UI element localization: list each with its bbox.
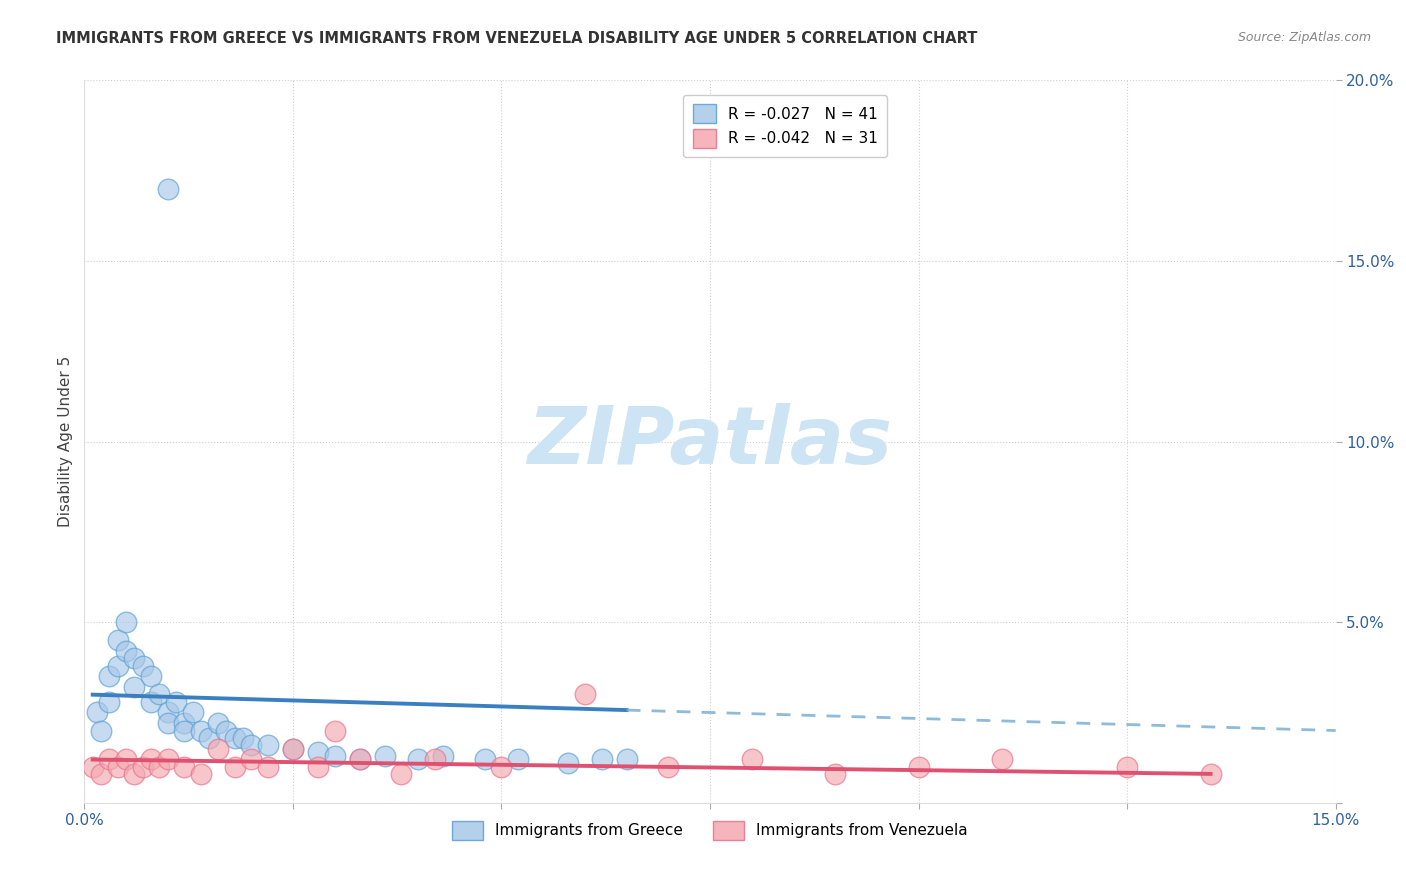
Point bbox=[323, 748, 346, 763]
Point bbox=[257, 738, 280, 752]
Point bbox=[224, 760, 246, 774]
Point bbox=[139, 752, 162, 766]
Point bbox=[432, 748, 454, 763]
Point bbox=[115, 615, 138, 630]
Point bbox=[281, 741, 304, 756]
Point bbox=[224, 731, 246, 745]
Legend: Immigrants from Greece, Immigrants from Venezuela: Immigrants from Greece, Immigrants from … bbox=[446, 815, 974, 846]
Point bbox=[190, 767, 212, 781]
Point bbox=[107, 760, 129, 774]
Point bbox=[491, 760, 513, 774]
Point bbox=[107, 658, 129, 673]
Point bbox=[574, 687, 596, 701]
Point bbox=[374, 748, 396, 763]
Y-axis label: Disability Age Under 5: Disability Age Under 5 bbox=[58, 356, 73, 527]
Point bbox=[232, 731, 254, 745]
Point bbox=[148, 687, 170, 701]
Point bbox=[115, 644, 138, 658]
Point bbox=[86, 706, 108, 720]
Point bbox=[124, 680, 146, 694]
Point bbox=[508, 752, 530, 766]
Point bbox=[281, 741, 304, 756]
Point bbox=[124, 767, 146, 781]
Point bbox=[1116, 760, 1139, 774]
Point bbox=[107, 633, 129, 648]
Point bbox=[389, 767, 412, 781]
Point bbox=[307, 745, 329, 759]
Point bbox=[824, 767, 846, 781]
Point bbox=[173, 723, 195, 738]
Point bbox=[240, 752, 263, 766]
Point bbox=[173, 716, 195, 731]
Point bbox=[349, 752, 371, 766]
Point bbox=[1199, 767, 1222, 781]
Point bbox=[307, 760, 329, 774]
Point bbox=[98, 695, 121, 709]
Point bbox=[139, 695, 162, 709]
Point bbox=[173, 760, 195, 774]
Point bbox=[240, 738, 263, 752]
Point bbox=[139, 669, 162, 683]
Point bbox=[156, 182, 179, 196]
Point bbox=[90, 723, 112, 738]
Point bbox=[181, 706, 204, 720]
Point bbox=[156, 706, 179, 720]
Point bbox=[991, 752, 1014, 766]
Point bbox=[156, 716, 179, 731]
Point bbox=[156, 752, 179, 766]
Point bbox=[132, 658, 155, 673]
Point bbox=[82, 760, 104, 774]
Point bbox=[207, 741, 229, 756]
Point bbox=[323, 723, 346, 738]
Point bbox=[132, 760, 155, 774]
Point bbox=[591, 752, 613, 766]
Point bbox=[406, 752, 429, 766]
Point bbox=[148, 760, 170, 774]
Point bbox=[474, 752, 496, 766]
Point bbox=[198, 731, 221, 745]
Point bbox=[165, 695, 187, 709]
Point bbox=[115, 752, 138, 766]
Text: Source: ZipAtlas.com: Source: ZipAtlas.com bbox=[1237, 31, 1371, 45]
Text: IMMIGRANTS FROM GREECE VS IMMIGRANTS FROM VENEZUELA DISABILITY AGE UNDER 5 CORRE: IMMIGRANTS FROM GREECE VS IMMIGRANTS FRO… bbox=[56, 31, 977, 46]
Point bbox=[907, 760, 929, 774]
Point bbox=[98, 752, 121, 766]
Point bbox=[124, 651, 146, 665]
Point bbox=[657, 760, 679, 774]
Point bbox=[90, 767, 112, 781]
Point bbox=[423, 752, 446, 766]
Point bbox=[616, 752, 638, 766]
Point bbox=[741, 752, 763, 766]
Point bbox=[557, 756, 579, 770]
Point bbox=[349, 752, 371, 766]
Text: ZIPatlas: ZIPatlas bbox=[527, 402, 893, 481]
Point bbox=[215, 723, 238, 738]
Point bbox=[207, 716, 229, 731]
Point bbox=[190, 723, 212, 738]
Point bbox=[98, 669, 121, 683]
Point bbox=[257, 760, 280, 774]
